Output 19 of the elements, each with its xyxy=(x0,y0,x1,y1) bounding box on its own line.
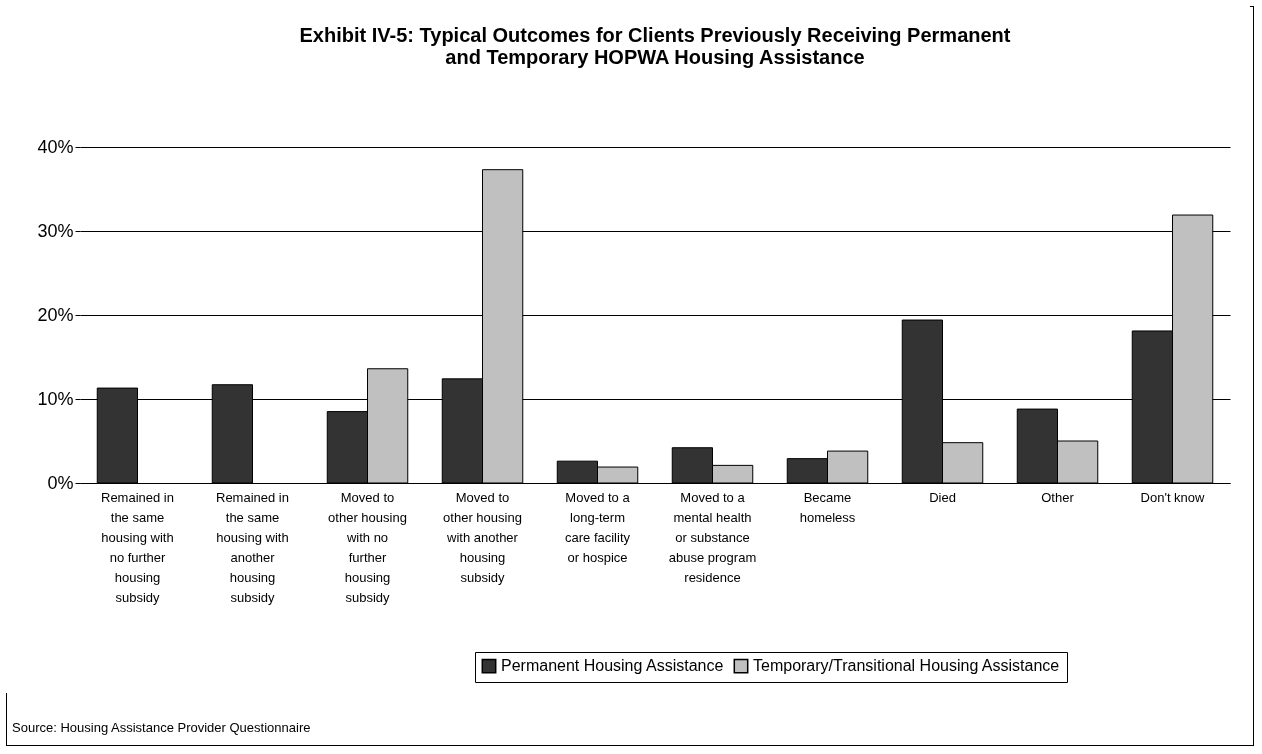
x-tick-label: Other xyxy=(1041,489,1075,505)
x-tick-label: Moved to other housing with no further housing subsidy xyxy=(328,489,407,605)
x-tick-label: Moved to a long-term care facility or hospice xyxy=(564,489,631,565)
x-tick-label: Moved to other housing with another housing subsidy xyxy=(443,489,522,585)
y-tick-label: 40% xyxy=(37,136,74,157)
y-tick-label: 0% xyxy=(47,472,74,493)
y-tick-label: 30% xyxy=(37,220,74,241)
source-note: Source: Housing Assistance Provider Questionnaire xyxy=(12,720,311,735)
legend-label: Temporary/Transitional Housing Assistance xyxy=(753,657,1060,675)
chart-title: Exhibit IV-5: Typical Outcomes for Clients Previously Receiving Permanent and Temporary HOPWA Housing Assistance xyxy=(299,24,1011,68)
x-tick-label: Don't know xyxy=(1140,489,1206,505)
legend-label: Permanent Housing Assistance xyxy=(501,657,724,675)
x-tick-label: Died xyxy=(929,489,956,505)
x-tick-label: Remained in the same housing with no further housing subsidy xyxy=(101,489,174,605)
y-tick-label: 20% xyxy=(37,304,74,325)
x-tick-label: Moved to a mental health or substance abuse program residence xyxy=(668,489,757,585)
x-tick-label: Remained in the same housing with another housing subsidy xyxy=(216,489,289,605)
y-tick-label: 10% xyxy=(37,388,74,409)
x-tick-label: Became homeless xyxy=(799,489,856,525)
